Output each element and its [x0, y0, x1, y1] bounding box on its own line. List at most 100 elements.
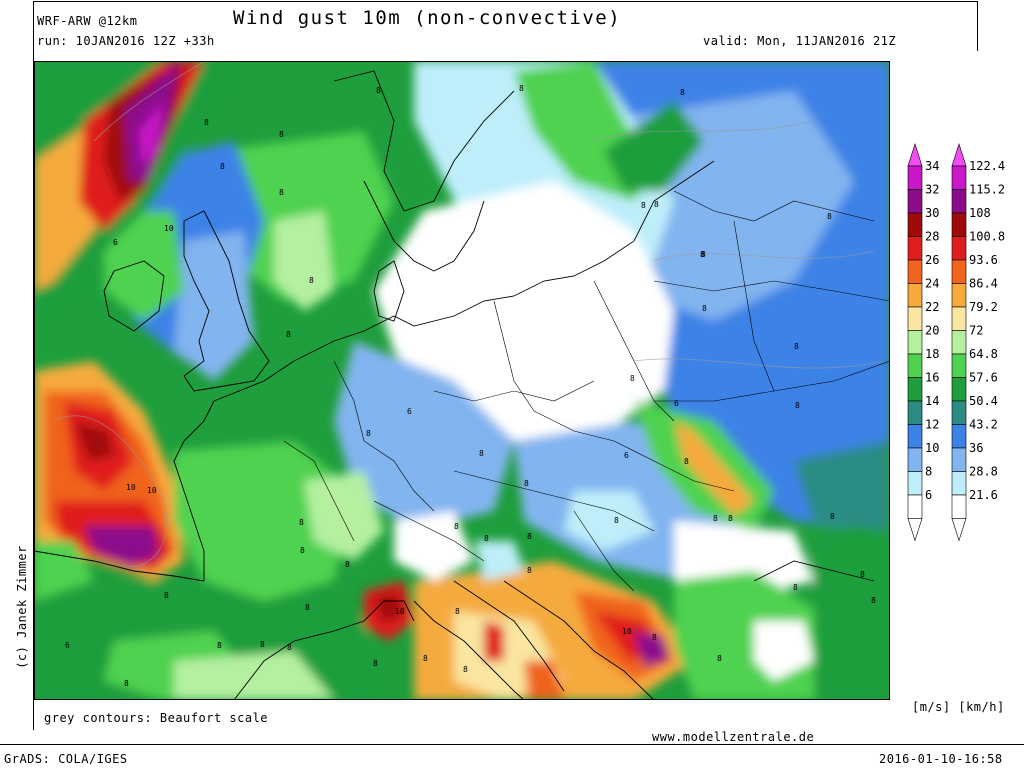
beaufort-label: 10	[126, 483, 136, 492]
beaufort-label: 8	[827, 212, 832, 221]
beaufort-label: 8	[524, 479, 529, 488]
map-border	[34, 61, 890, 700]
beaufort-label: 8	[299, 518, 304, 527]
colorbar-ms-label: 26	[925, 253, 939, 267]
colorbar-kmh-label: 93.6	[969, 253, 998, 267]
beaufort-label: 8	[527, 566, 532, 575]
colorbar-kmh-segment	[951, 236, 967, 261]
beaufort-label: 8	[871, 596, 876, 605]
colorbar-ms-segment	[907, 471, 923, 496]
beaufort-label: 8	[164, 591, 169, 600]
beaufort-label: 10	[395, 607, 405, 616]
colorbar-kmh-segment	[951, 400, 967, 425]
colorbar-ms-segment	[907, 353, 923, 378]
beaufort-label: 8	[220, 162, 225, 171]
colorbar-kmh-segment	[951, 189, 967, 214]
colorbar-kmh-segment	[951, 165, 967, 190]
frame-right-rule	[977, 1, 978, 51]
colorbar-ms-label: 6	[925, 488, 932, 502]
colorbar-ms-label: 18	[925, 347, 939, 361]
beaufort-label: 6	[674, 399, 679, 408]
beaufort-contours	[53, 61, 885, 567]
beaufort-label: 8	[309, 276, 314, 285]
colorbar-kmh-segment	[951, 494, 967, 519]
contours-note: grey contours: Beaufort scale	[44, 711, 269, 725]
beaufort-label: 8	[701, 250, 706, 259]
coastlines-borders	[34, 70, 890, 700]
colorbar-ms-label: 22	[925, 300, 939, 314]
colorbar-units: [m/s] [km/h]	[912, 700, 1005, 714]
colorbar-kmh-segment	[951, 306, 967, 331]
beaufort-label: 8	[373, 659, 378, 668]
colorbar-ms-label: 16	[925, 371, 939, 385]
colorbar-ms-segment	[907, 377, 923, 402]
beaufort-label: 8	[305, 603, 310, 612]
model-label: WRF-ARW @12km	[37, 14, 138, 28]
colorbar-kmh-label: 79.2	[969, 300, 998, 314]
colorbar-ms-segment	[907, 494, 923, 519]
colorbar-kmh-segment	[951, 212, 967, 237]
colorbar-ms-top-cap	[907, 143, 923, 167]
beaufort-number-labels: 8 8 8 10 6 8 8 8 8 8 8 8 8 8 8 8 8 8 8 8 6 6 6 8 8 8 8 8 8 8 8 8 8 8 8 10 10…	[65, 84, 876, 688]
timestamp-label: 2016-01-10-16:58	[879, 752, 1003, 766]
beaufort-label: 10	[164, 224, 174, 233]
beaufort-label: 6	[624, 451, 629, 460]
colorbar-ms-label: 24	[925, 277, 939, 291]
wind-gust-map: 8 8 8 10 6 8 8 8 8 8 8 8 8 8 8 8 8 8 8 8 6 6 6 8 8 8 8 8 8 8 8 8 8 8 8 10 10…	[34, 61, 890, 700]
beaufort-label: 8	[300, 546, 305, 555]
colorbar-ms-segment	[907, 447, 923, 472]
beaufort-label: 8	[479, 449, 484, 458]
colorbar-kmh-label: 57.6	[969, 371, 998, 385]
colorbar-kmh-label: 86.4	[969, 277, 998, 291]
beaufort-label: 8	[641, 201, 646, 210]
colorbar-ms-bottom-cap	[907, 518, 923, 542]
colorbar-kmh-segment	[951, 353, 967, 378]
frame-left-rule	[33, 1, 34, 730]
colorbar-kmh-segment	[951, 259, 967, 284]
colorbar-kmh-top-cap	[951, 143, 967, 167]
beaufort-label: 8	[519, 84, 524, 93]
colorbar-ms-label: 28	[925, 230, 939, 244]
run-label: run: 10JAN2016 12Z +33h	[37, 34, 215, 48]
colorbar-kmh-segment	[951, 471, 967, 496]
colorbar-ms-segment	[907, 259, 923, 284]
frame-top-rule	[33, 1, 978, 2]
colorbar-kmh-label: 100.8	[969, 230, 1005, 244]
beaufort-label: 8	[345, 560, 350, 569]
colorbar-kmh-label: 28.8	[969, 465, 998, 479]
beaufort-label: 8	[713, 514, 718, 523]
map-title: Wind gust 10m (non-convective)	[233, 7, 622, 29]
colorbar-kmh-label: 122.4	[969, 159, 1005, 173]
colorbar-kmh-bottom-cap	[951, 518, 967, 542]
colorbar-kmh-label: 36	[969, 441, 983, 455]
colorbar-ms-label: 14	[925, 394, 939, 408]
colorbar-kmh-segment	[951, 377, 967, 402]
beaufort-label: 8	[204, 118, 209, 127]
colorbar-kmh-label: 108	[969, 206, 991, 220]
beaufort-label: 6	[65, 641, 70, 650]
beaufort-label: 8	[286, 330, 291, 339]
colorbar-kmh-segment	[951, 447, 967, 472]
colorbar-ms-segment	[907, 283, 923, 308]
beaufort-label: 8	[630, 374, 635, 383]
colorbar-ms-segment	[907, 165, 923, 190]
copyright-label: (c) Janek Zimmer	[15, 545, 29, 669]
beaufort-label: 8	[794, 342, 799, 351]
colorbar-ms-label: 12	[925, 418, 939, 432]
beaufort-label: 8	[614, 516, 619, 525]
beaufort-label: 10	[147, 486, 157, 495]
colorbar-ms-segment	[907, 330, 923, 355]
beaufort-label: 8	[717, 654, 722, 663]
frame-bottom-rule	[0, 744, 1024, 745]
beaufort-label: 8	[124, 679, 129, 688]
beaufort-label: 8	[287, 643, 292, 652]
beaufort-label: 8	[376, 86, 381, 95]
beaufort-label: 8	[455, 607, 460, 616]
beaufort-label: 8	[795, 401, 800, 410]
colorbar: 34 122.4 32 115.2 30 108 28 100.8 26 93.6 24 86.4 22…	[900, 130, 1024, 630]
beaufort-label: 6	[113, 238, 118, 247]
beaufort-label: 8	[454, 522, 459, 531]
colorbar-ms-segment	[907, 400, 923, 425]
beaufort-label: 8	[217, 641, 222, 650]
